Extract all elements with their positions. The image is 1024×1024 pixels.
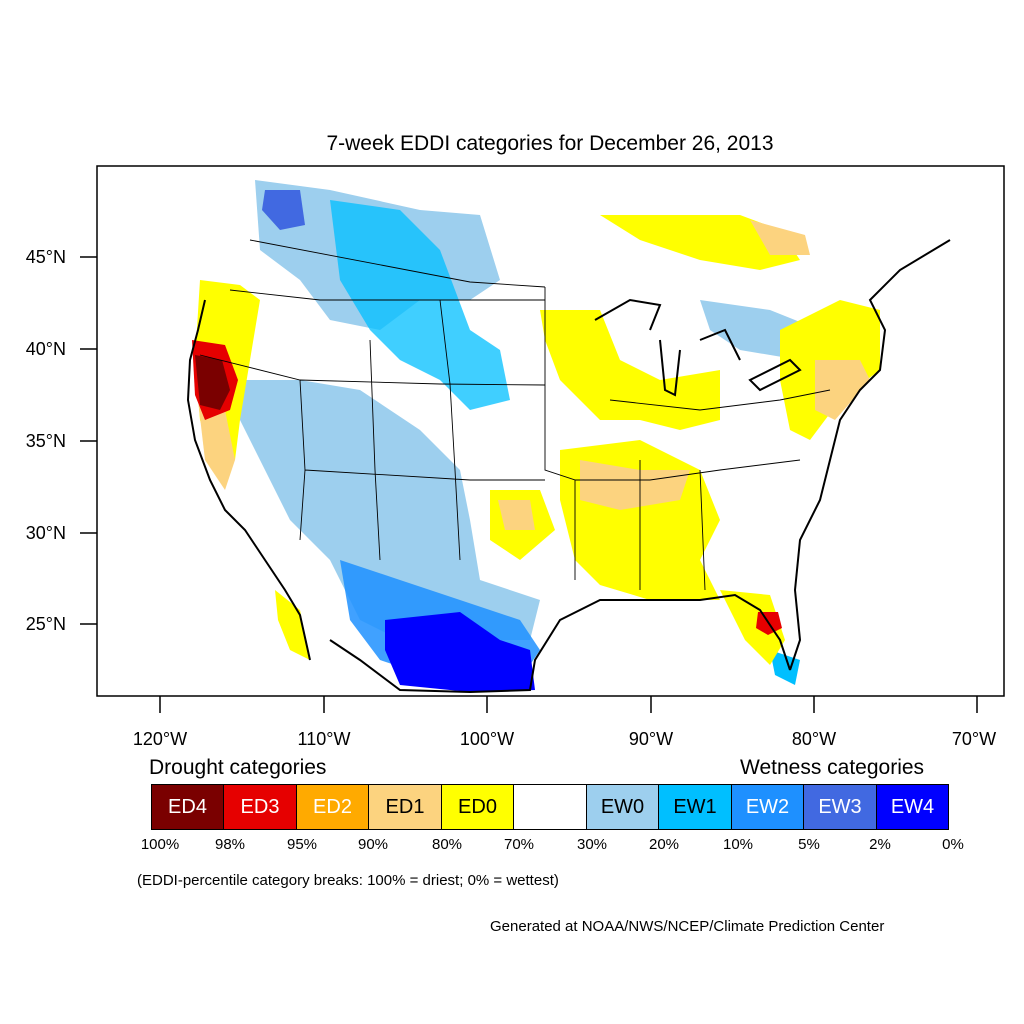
- ed1-region-california: [198, 400, 235, 490]
- legend-tick: 2%: [869, 836, 891, 853]
- legend-label-ed0: ED0: [458, 795, 497, 818]
- ed0-region-baja: [275, 590, 310, 660]
- lat-label-35: 35°N: [26, 431, 66, 451]
- lon-label-80: 80°W: [792, 729, 836, 749]
- longitude-axis: [159, 696, 978, 713]
- legend-label-ew3: EW3: [818, 795, 862, 818]
- ew2-region-florida-keys: [770, 650, 800, 685]
- latitude-axis: [80, 256, 97, 625]
- lat-label-25: 25°N: [26, 614, 66, 634]
- ed0-region-north: [600, 215, 800, 270]
- legend-label-ed3: ED3: [240, 795, 280, 818]
- legend-box-ed2: ED2: [296, 784, 369, 830]
- legend-box-ed0: ED0: [441, 784, 514, 830]
- ew4-region-texas-south: [385, 612, 535, 692]
- legend-tick: 80%: [431, 836, 463, 853]
- legend-label-ew1: EW1: [673, 795, 717, 818]
- great-lakes: [594, 298, 802, 397]
- lon-label-70: 70°W: [952, 729, 996, 749]
- legend-tick: 5%: [798, 836, 820, 853]
- legend-label-ew4: EW4: [890, 795, 935, 818]
- legend-note: (EDDI-percentile category breaks: 100% =…: [137, 872, 559, 889]
- legend-label-ed1: ED1: [385, 795, 425, 818]
- legend-box-ew4: EW4: [876, 784, 949, 830]
- legend-box-ew3: EW3: [803, 784, 877, 830]
- lon-label-110: 110°W: [298, 729, 351, 749]
- legend-box-ed3: ED3: [223, 784, 297, 830]
- eddi-map: 45°N 40°N 35°N 30°N 25°N 120°W 110°W 100…: [26, 165, 1005, 749]
- credit-line: Generated at NOAA/NWS/NCEP/Climate Predi…: [490, 918, 885, 935]
- ed1-region-north: [750, 220, 810, 255]
- legend-label-ed2: ED2: [313, 795, 352, 818]
- lat-label-40: 40°N: [26, 339, 66, 359]
- legend-label-ew2: EW2: [745, 795, 790, 818]
- lat-label-30: 30°N: [26, 523, 66, 543]
- legend-box-neutral: [513, 784, 587, 830]
- map-frame: [96, 165, 1005, 697]
- lon-label-100: 100°W: [460, 729, 514, 749]
- lon-label-120: 120°W: [133, 729, 187, 749]
- legend-tick: 90%: [357, 836, 389, 853]
- ed1-region-arkansas: [580, 460, 690, 510]
- legend-box-ed1: ED1: [368, 784, 442, 830]
- legend-tick: 20%: [648, 836, 680, 853]
- legend-box-ew1: EW1: [658, 784, 732, 830]
- ew0-region-southwest: [230, 380, 540, 640]
- ew1-region-rockies: [330, 200, 510, 410]
- state-borders: [199, 239, 831, 591]
- legend-tick: 95%: [286, 836, 318, 853]
- legend-box-ew2: EW2: [731, 784, 804, 830]
- legend-box-ed4: ED4: [151, 784, 224, 830]
- ed0-region-midwest: [540, 310, 720, 430]
- legend-tick: 98%: [214, 836, 246, 853]
- lat-label-45: 45°N: [26, 247, 66, 267]
- legend-tick: 0%: [942, 836, 964, 853]
- drought-heading: Drought categories: [149, 756, 327, 779]
- wetness-heading: Wetness categories: [740, 756, 925, 779]
- ed0-region-florida: [720, 590, 785, 665]
- ed1-region-texas-north: [498, 500, 535, 530]
- legend-tick: 70%: [503, 836, 535, 853]
- legend-box-ew0: EW0: [586, 784, 659, 830]
- lon-label-90: 90°W: [629, 729, 673, 749]
- ew2-region-idaho: [262, 190, 305, 230]
- legend-tick: 30%: [576, 836, 608, 853]
- legend-tick: 100%: [140, 836, 180, 853]
- coastline: [186, 239, 951, 694]
- legend-label-ed4: ED4: [168, 795, 207, 818]
- legend-label-ew0: EW0: [600, 795, 645, 818]
- map-title: 7-week EDDI categories for December 26, …: [326, 132, 774, 155]
- legend-tick: 10%: [722, 836, 754, 853]
- ed1-region-northeast: [815, 360, 870, 420]
- ed4-region-california: [195, 355, 230, 410]
